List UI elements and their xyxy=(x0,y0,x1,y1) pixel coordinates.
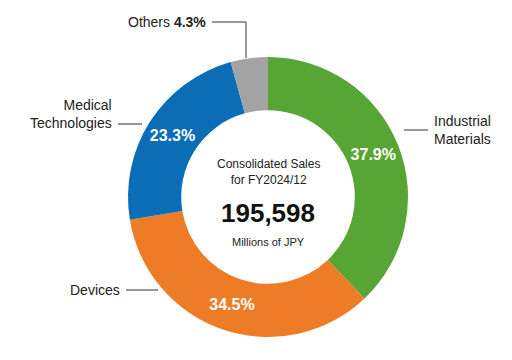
svg-text:37.9%: 37.9% xyxy=(351,146,396,163)
svg-text:Others 4.3%: Others 4.3% xyxy=(128,14,206,30)
svg-text:34.5%: 34.5% xyxy=(209,296,254,313)
svg-text:23.3%: 23.3% xyxy=(150,127,195,144)
svg-text:Consolidated Salesfor FY2024/1: Consolidated Salesfor FY2024/12 xyxy=(217,157,320,187)
svg-text:Millions of JPY: Millions of JPY xyxy=(232,236,305,248)
svg-text:IndustrialMaterials: IndustrialMaterials xyxy=(434,113,491,147)
svg-text:195,598: 195,598 xyxy=(221,198,315,228)
svg-text:MedicalTechnologies: MedicalTechnologies xyxy=(30,97,112,131)
svg-text:Devices: Devices xyxy=(70,282,120,298)
